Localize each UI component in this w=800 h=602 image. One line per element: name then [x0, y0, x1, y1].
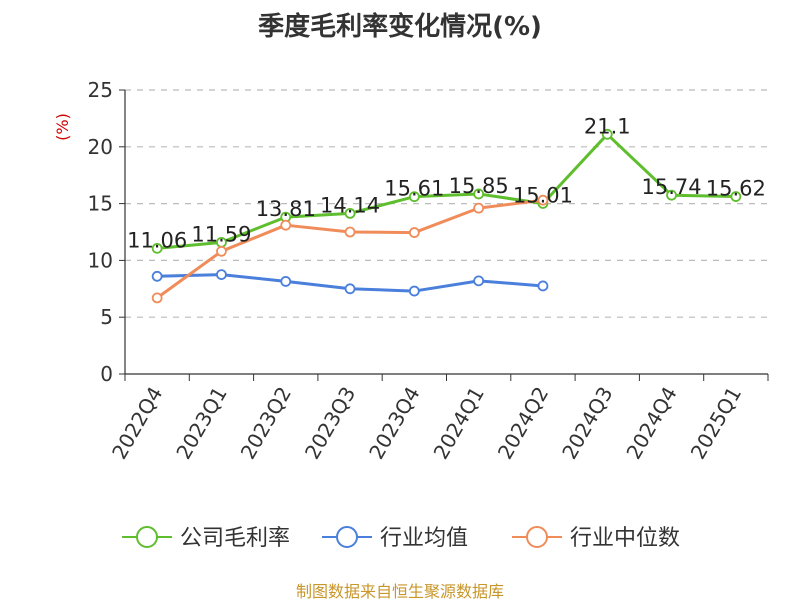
legend-item-1[interactable]: 行业均值: [322, 526, 468, 551]
data-source-note: 制图数据来自恒生聚源数据库: [295, 582, 504, 601]
x-tick-label: 2024Q3: [557, 383, 617, 464]
data-label: 14.14: [320, 193, 380, 217]
data-label: 15.01: [513, 183, 573, 207]
data-label: 11.59: [191, 222, 251, 246]
legend-item-2[interactable]: 行业中位数: [512, 526, 680, 551]
data-point: [537, 280, 549, 292]
data-point: [216, 245, 227, 257]
x-tick-label: 2023Q1: [171, 383, 231, 464]
data-point: [344, 226, 356, 238]
y-axis-label: (%): [53, 113, 72, 141]
legend-label: 行业中位数: [570, 526, 680, 551]
data-point: [151, 270, 163, 282]
data-point: [473, 188, 485, 200]
data-label: 13.81: [256, 197, 316, 221]
data-point: [344, 207, 356, 219]
data-point: [408, 191, 420, 203]
legend-marker: [136, 526, 158, 548]
x-tick-label: 2023Q3: [300, 383, 360, 464]
legend-marker: [336, 526, 358, 548]
chart-title: 季度毛利率变化情况(%): [258, 12, 542, 42]
y-tick-label: 5: [100, 305, 113, 329]
x-tick-label: 2023Q4: [364, 383, 424, 464]
data-label: 21.1: [584, 114, 631, 138]
data-point: [280, 276, 292, 287]
data-point: [730, 191, 742, 202]
data-point: [666, 189, 677, 201]
legend[interactable]: 公司毛利率 行业均值 行业中位数: [122, 526, 680, 551]
legend-marker: [526, 526, 548, 548]
data-point: [408, 227, 420, 238]
data-label: 11.06: [127, 228, 187, 252]
legend-label: 行业均值: [380, 526, 468, 551]
series-line-0: [157, 132, 736, 250]
data-label: 15.62: [706, 177, 766, 201]
x-tick-label: 2024Q2: [493, 383, 553, 464]
series-layer: [151, 128, 742, 304]
data-point: [473, 202, 485, 214]
data-point: [216, 269, 227, 281]
data-label: 15.61: [384, 177, 444, 201]
data-point: [280, 219, 292, 231]
data-point: [344, 283, 356, 295]
legend-label: 公司毛利率: [180, 526, 290, 551]
legend-item-0[interactable]: 公司毛利率: [122, 526, 290, 551]
y-tick-label: 15: [88, 192, 113, 216]
data-point: [151, 242, 163, 254]
x-tick-label: 2025Q1: [686, 383, 746, 464]
y-tick-label: 10: [88, 248, 113, 272]
data-point: [601, 128, 613, 140]
data-point: [473, 275, 485, 287]
y-tick-label: 25: [88, 78, 113, 102]
data-label: 15.74: [641, 175, 701, 199]
data-point: [408, 285, 420, 297]
x-tick-label: 2023Q2: [236, 383, 296, 464]
x-tick-label: 2022Q4: [107, 383, 167, 464]
y-tick-label: 20: [88, 135, 113, 159]
data-point: [537, 194, 549, 206]
grid-lines: [125, 89, 768, 318]
y-tick-label: 0: [100, 362, 113, 386]
x-tick-label: 2024Q1: [429, 383, 489, 464]
x-tick-label: 2024Q4: [621, 383, 681, 464]
data-label: 15.85: [449, 174, 509, 198]
data-point: [151, 292, 163, 304]
